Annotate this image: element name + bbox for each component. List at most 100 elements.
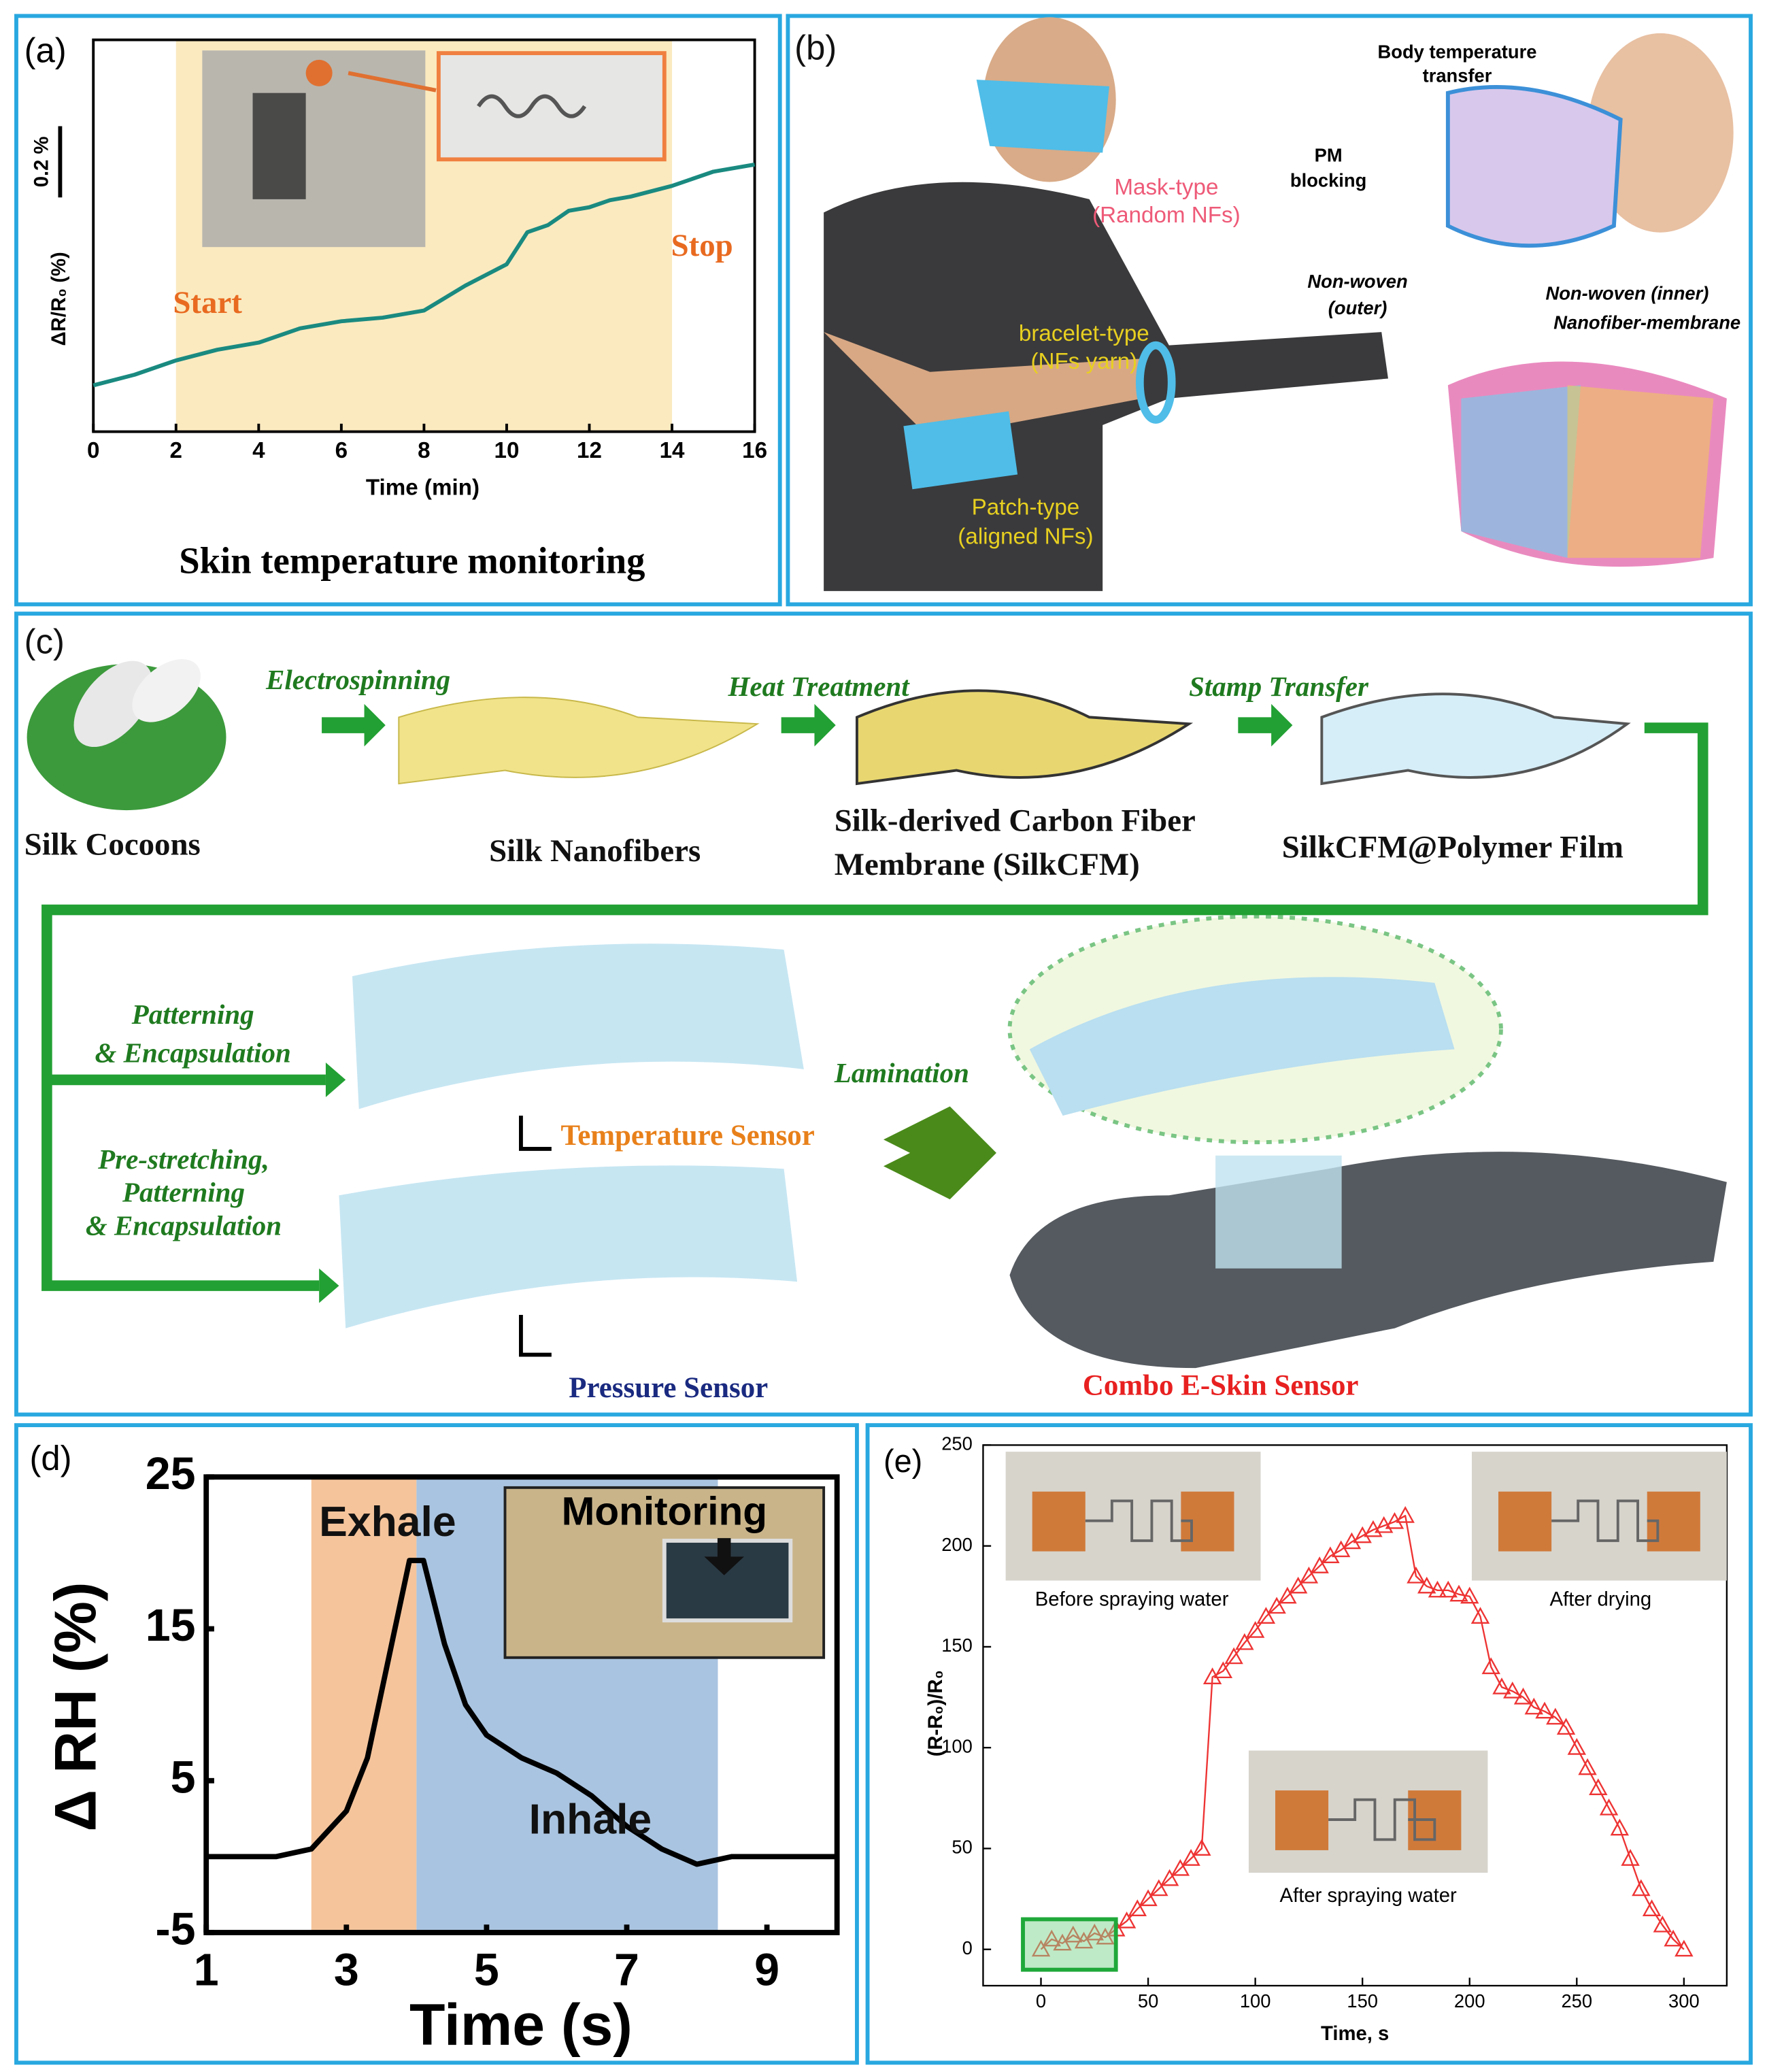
data-point [1213,1661,1233,1679]
data-line [92,162,756,388]
data-point [1556,1718,1576,1735]
arm [824,332,1143,439]
e-skin [1215,1155,1342,1269]
y-tick-label: 0 [962,1937,973,1958]
label: blocking [1290,170,1366,191]
material-label: Silk-derived Carbon Fiber [835,803,1196,838]
data-point [1181,1849,1200,1866]
annotation: Exhale [319,1498,456,1545]
data-point [1438,1580,1458,1598]
plot-frame [982,1444,1728,1987]
inset-caption: Before spraying water [1035,1588,1229,1611]
data-point [1299,1566,1319,1584]
panel-label: (c) [24,622,65,661]
data-point [1492,1677,1511,1694]
data-point [1171,1858,1190,1876]
data-point [1535,1701,1554,1719]
sensor-label: Combo E-Skin Sensor [1083,1369,1359,1401]
material-label: SilkCFM@Polymer Film [1282,829,1623,865]
pointer [519,1315,552,1357]
plot-frame [203,1474,840,1935]
data-point [1449,1584,1468,1602]
glove [1009,1152,1727,1369]
label: Non-woven (inner) [1545,283,1709,304]
data-point [1470,1607,1490,1624]
label: (Random NFs) [1092,203,1241,228]
data-point [1267,1597,1286,1614]
zoom-photo [436,51,667,162]
data-point [1653,1915,1672,1933]
data-point [1524,1697,1543,1715]
cocoon [132,659,201,722]
rider [252,93,306,199]
combo-sheet [1029,977,1455,1116]
material-label: Silk Nanofibers [489,833,701,869]
arrow [704,1538,744,1575]
inset-label: Monitoring [562,1489,767,1533]
sensor-spot [305,59,333,86]
data-point [1578,1758,1597,1775]
x-axis-label: Time (s) [409,1992,633,2058]
inset-caption: After drying [1550,1588,1652,1611]
panel-frame [14,14,782,607]
y-tick-label: 100 [941,1735,973,1756]
process-label: Pre-stretching, [97,1143,269,1175]
x-tick-label: 1 [194,1945,219,1995]
wearable-illustration [824,17,1734,591]
data-point [1610,1818,1630,1836]
data-point [1396,1506,1415,1523]
material-label: Silk Cocoons [24,826,201,862]
data-point [1428,1580,1447,1598]
sensor-label: Temperature Sensor [561,1120,815,1152]
data-point [1245,1621,1265,1638]
trace [1551,1499,1660,1542]
y-axis-label: ΔR/R₀ (%) [48,252,70,346]
data-point [1589,1778,1608,1796]
y-axis-label: Δ RH (%) [43,1582,108,1831]
x-tick-label: 100 [1240,1990,1271,2011]
x-tick-label: 2 [170,438,182,463]
data-point [1503,1682,1522,1699]
data-point [1149,1879,1168,1896]
data-line [1040,1515,1685,1950]
x-tick-label: 10 [494,438,519,463]
x-tick-label: 9 [754,1945,779,1995]
process-illustration [27,659,1727,1369]
arrowhead [319,1063,346,1303]
data-line [206,1558,837,1867]
flow-line [41,722,1709,1291]
x-tick-label: 200 [1454,1990,1485,2011]
inset-photo [202,50,667,248]
sheet [398,697,760,785]
step-label: Stamp Transfer [1189,671,1369,702]
data-point [1632,1879,1651,1896]
y-tick-label: 50 [952,1837,972,1858]
panel-label: (e) [884,1443,922,1479]
sheet [1320,692,1631,786]
mask-section [1445,84,1623,248]
arrow [781,703,836,747]
label: transfer [1423,65,1492,86]
x-axis-label: Time, s [1321,2022,1389,2045]
data-point [1288,1576,1308,1594]
press-sheet [339,1165,798,1329]
panel-frame [786,14,1753,607]
label: Body temperature [1378,41,1537,62]
highlight-box [1021,1917,1118,1972]
pointer [519,1116,552,1151]
data-point [1331,1540,1351,1558]
label: Non-woven [1307,271,1407,292]
data-point [1224,1647,1243,1665]
panel-frame [14,1423,859,2065]
bracelet [1135,341,1176,424]
data-point [1139,1889,1158,1907]
x-tick-label: 0 [1036,1990,1046,2011]
x-axis-label: Time (min) [366,475,479,500]
electrode [1498,1491,1552,1552]
data-point [1664,1929,1683,1947]
zoom-arrow [348,71,437,93]
panel-label: (a) [24,31,67,70]
data-point [1417,1576,1436,1594]
arrow [322,703,386,747]
